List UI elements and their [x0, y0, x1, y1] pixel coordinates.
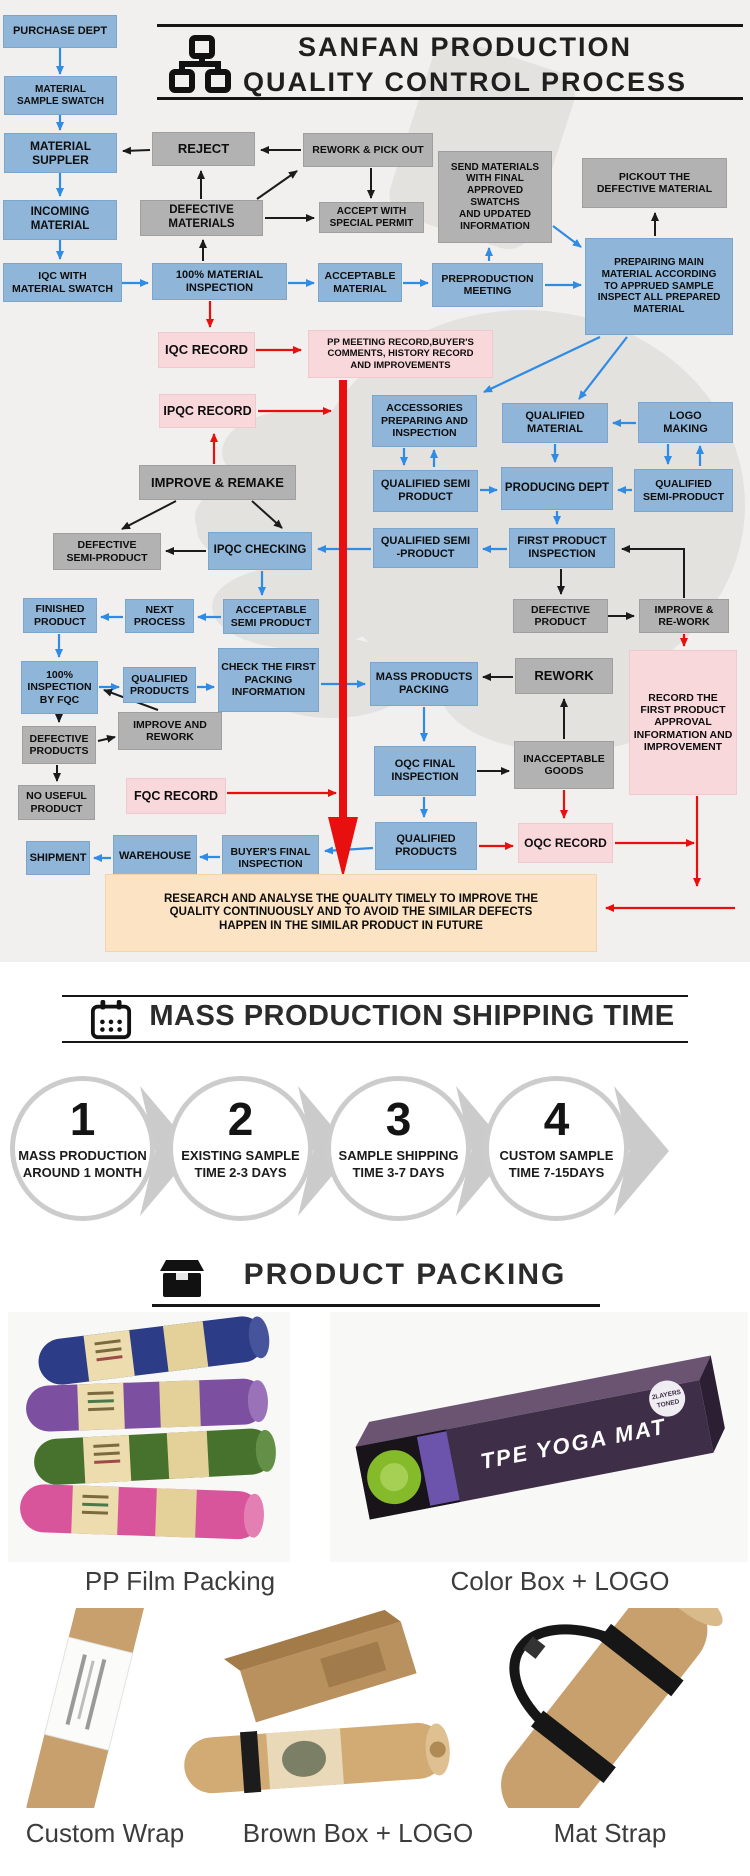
box-badge-line2: TONED: [656, 1398, 680, 1409]
shipping-time-heading: MASS PRODUCTION SHIPPING TIME: [149, 1000, 675, 1032]
flow-box-qualified-semi-product-b: QUALIFIED SEMI-PRODUCT: [634, 469, 733, 512]
flow-box-defective-product: DEFECTIVE PRODUCT: [513, 599, 608, 633]
shipping-rule-bottom: [62, 1041, 688, 1043]
caption-brown-box-logo: Brown Box + LOGO: [242, 1818, 474, 1848]
flow-box-reject: REJECT: [152, 132, 255, 166]
flow-box-logo-making: LOGO MAKING: [638, 402, 733, 443]
flow-box-qualified-material: QUALIFIED MATERIAL: [502, 403, 608, 443]
step-label: MASS PRODUCTION AROUND 1 MONTH: [18, 1148, 147, 1181]
flow-box-ipqc-record: IPQC RECORD: [159, 394, 256, 428]
flow-box-qualified-semi-product-c: QUALIFIED SEMI -PRODUCT: [373, 528, 478, 568]
flowchart-arrows: [53, 48, 735, 912]
mat-strap-photo: [460, 1571, 750, 1828]
flow-box-fqc-record: FQC RECORD: [126, 778, 226, 814]
flow-box-material-sample-swatch: MATERIAL SAMPLE SWATCH: [4, 76, 117, 115]
color-box-photo: TPE YOGA MAT 2LAYERS TONED: [330, 1312, 748, 1562]
flow-box-oqc-final-inspection: OQC FINAL INSPECTION: [374, 746, 476, 796]
step-number: 3: [385, 1093, 412, 1145]
step-label: CUSTOM SAMPLE TIME 7-15DAYS: [499, 1148, 614, 1181]
flow-box-incoming-material: INCOMING MATERIAL: [3, 200, 117, 240]
flow-box-next-process: NEXT PROCESS: [125, 599, 194, 633]
flow-box-accept-special-permit: ACCEPT WITH SPECIAL PERMIT: [319, 202, 424, 233]
shipping-step-1: 1 MASS PRODUCTION AROUND 1 MONTH: [10, 1076, 155, 1221]
flow-box-defective-products: DEFECTIVE PRODUCTS: [22, 726, 96, 764]
step-label: EXISTING SAMPLE TIME 2-3 DAYS: [181, 1148, 300, 1181]
step-number: 1: [69, 1093, 96, 1145]
custom-wrap-photo: [0, 1577, 168, 1831]
flow-box-mass-products-packing: MASS PRODUCTS PACKING: [370, 662, 478, 706]
flow-box-send-materials: SEND MATERIALS WITH FINAL APPROVED SWATC…: [438, 151, 552, 243]
flow-box-100-material-inspection: 100% MATERIAL INSPECTION: [152, 263, 287, 300]
caption-pp-film-packing: PP Film Packing: [84, 1566, 276, 1596]
flow-box-research-analyse-note: RESEARCH AND ANALYSE THE QUALITY TIMELY …: [105, 874, 597, 952]
flow-box-oqc-record: OQC RECORD: [518, 823, 613, 863]
step-label: SAMPLE SHIPPING TIME 3-7 DAYS: [338, 1148, 459, 1181]
flow-box-improve-rework: IMPROVE & RE-WORK: [639, 599, 729, 633]
flow-box-shipment: SHIPMENT: [26, 841, 90, 875]
flowchart-title: SANFAN PRODUCTION QUALITY CONTROL PROCES…: [205, 30, 725, 100]
flow-box-defective-semi-product: DEFECTIVE SEMI-PRODUCT: [53, 533, 161, 570]
flow-box-qualified-products-a: QUALIFIED PRODUCTS: [123, 667, 196, 703]
org-chart-icon: [169, 35, 231, 93]
flow-box-qualified-semi-product-a: QUALIFIED SEMI PRODUCT: [373, 470, 478, 512]
flow-box-no-useful-product: NO USEFUL PRODUCT: [18, 785, 95, 820]
calendar-icon: [90, 999, 132, 1040]
flow-box-first-product-inspection: FIRST PRODUCT INSPECTION: [509, 528, 615, 568]
flow-box-check-first-packing: CHECK THE FIRST PACKING INFORMATION: [218, 648, 319, 712]
flow-box-improve-remake: IMPROVE & REMAKE: [139, 465, 296, 500]
caption-custom-wrap: Custom Wrap: [25, 1818, 185, 1848]
packing-rule: [152, 1304, 600, 1307]
title-rule-top: [157, 24, 743, 27]
brown-box-photo: [176, 1608, 456, 1808]
flow-box-finished-product: FINISHED PRODUCT: [23, 598, 97, 633]
flow-box-ipqc-checking: IPQC CHECKING: [208, 532, 312, 570]
flow-box-iqc-record: IQC RECORD: [158, 332, 255, 368]
quality-control-flowchart: SANFAN PRODUCTION QUALITY CONTROL PROCES…: [0, 0, 750, 962]
flow-box-defective-materials: DEFECTIVE MATERIALS: [140, 200, 263, 236]
flow-box-rework-pick-out: REWORK & PICK OUT: [303, 133, 433, 167]
caption-mat-strap: Mat Strap: [553, 1818, 667, 1848]
flow-box-inspection-by-fqc: 100% INSPECTION BY FQC: [21, 661, 98, 714]
flow-box-iqc-with-material-swatch: IQC WITH MATERIAL SWATCH: [3, 263, 122, 302]
flow-box-warehouse: WAREHOUSE: [113, 835, 197, 878]
flow-box-record-first-product: RECORD THE FIRST PRODUCT APPROVAL INFORM…: [629, 650, 737, 795]
shipping-step-2: 2 EXISTING SAMPLE TIME 2-3 DAYS: [168, 1076, 313, 1221]
flow-box-acceptable-semi-product: ACCEPTABLE SEMI PRODUCT: [223, 599, 319, 634]
pp-film-packing-photo: [8, 1312, 290, 1562]
flow-box-qualified-products-b: QUALIFIED PRODUCTS: [375, 822, 477, 870]
flow-box-acceptable-material: ACCEPTABLE MATERIAL: [318, 263, 402, 302]
flow-box-preproduction-meeting: PREPRODUCTION MEETING: [432, 263, 543, 307]
shipping-step-4: 4 CUSTOM SAMPLE TIME 7-15DAYS: [484, 1076, 629, 1221]
flow-box-prepairing-main-material: PREPAIRING MAIN MATERIAL ACCORDING TO AP…: [585, 238, 733, 335]
shipping-rule-top: [62, 995, 688, 997]
flow-box-inacceptable-goods: INACCEPTABLE GOODS: [514, 741, 614, 789]
step-number: 2: [227, 1093, 254, 1145]
title-line-2: QUALITY CONTROL PROCESS: [242, 67, 688, 98]
flow-box-pickout-defective-material: PICKOUT THE DEFECTIVE MATERIAL: [582, 158, 727, 208]
product-packing-heading: PRODUCT PACKING: [243, 1258, 567, 1291]
title-line-1: SANFAN PRODUCTION: [297, 32, 632, 62]
shipping-step-3: 3 SAMPLE SHIPPING TIME 3-7 DAYS: [326, 1076, 471, 1221]
title-rule-bottom: [157, 97, 743, 100]
flow-box-material-suppler: MATERIAL SUPPLER: [4, 133, 117, 173]
flow-box-producing-dept: PRODUCING DEPT: [501, 467, 613, 510]
caption-color-box-logo: Color Box + LOGO: [450, 1566, 670, 1596]
flow-box-accessories-preparing: ACCESSORIES PREPARING AND INSPECTION: [372, 395, 477, 447]
flow-box-rework: REWORK: [515, 658, 613, 694]
package-box-icon: [160, 1260, 204, 1297]
flow-box-improve-and-rework: IMPROVE AND REWORK: [118, 712, 222, 750]
flow-box-purchase-dept: PURCHASE DEPT: [3, 15, 117, 48]
main-red-flow-arrowhead: [328, 817, 358, 878]
step-number: 4: [543, 1093, 570, 1145]
flow-box-pp-meeting-record: PP MEETING RECORD,BUYER'S COMMENTS, HIST…: [308, 330, 493, 378]
flow-box-buyers-final-inspection: BUYER'S FINAL INSPECTION: [222, 835, 319, 881]
